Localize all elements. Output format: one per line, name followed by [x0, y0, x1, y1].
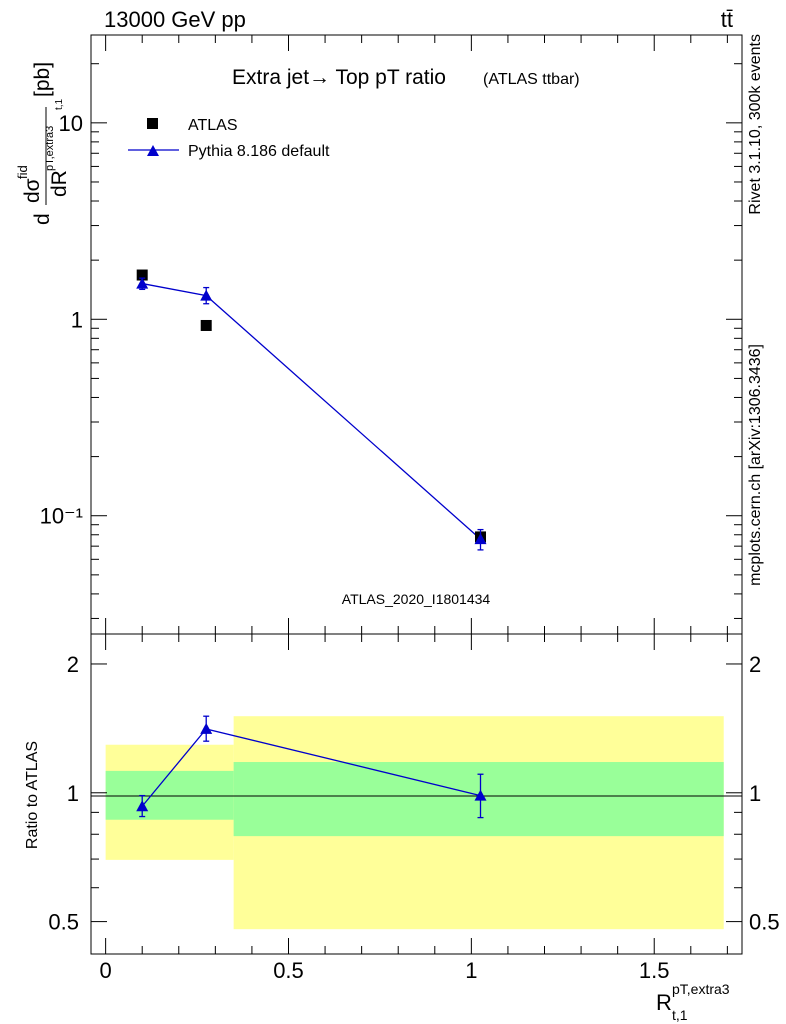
ratio-frame	[90, 633, 743, 955]
ratio-panel: 2 2 1 1 0.5 0.5 0 0.5 1 1.5 Ratio to ATLAS R pT,e…	[24, 633, 780, 1023]
series-line-pythia	[142, 282, 481, 540]
ratio-ytick-label-right: 0.5	[749, 910, 780, 935]
data-point-pythia	[474, 533, 487, 545]
rivet-label: Rivet 3.1.10, 300k events	[747, 34, 764, 215]
legend-label-pythia: Pythia 8.186 default	[188, 143, 330, 160]
svg-text:dR: dR	[48, 170, 71, 197]
svg-text:fid: fid	[15, 165, 30, 179]
legend-marker-pythia	[147, 145, 159, 156]
ratio-ytick-label-right: 1	[749, 781, 761, 806]
x-axis-label-sub: t,1	[672, 1007, 688, 1023]
x-axis-label-main: R	[656, 990, 672, 1015]
ratio-ytick-label: 0.5	[48, 910, 79, 935]
data-point-pythia	[200, 289, 213, 301]
main-panel: 10 1 10⁻¹ Extra jet→ Top pT ratio (ATLAS t…	[15, 34, 743, 635]
svg-text:dσ: dσ	[21, 178, 44, 203]
legend: ATLAS Pythia 8.186 default	[128, 117, 330, 160]
ratio-point-pythia	[136, 800, 149, 812]
xtick-label: 0	[100, 958, 112, 983]
energy-label: 13000 GeV pp	[104, 7, 246, 32]
svg-text:pT,extra3: pT,extra3	[44, 126, 56, 171]
analysis-label: ATLAS_2020_I1801434	[342, 591, 491, 607]
data-point-atlas	[200, 319, 212, 331]
chart-title: Extra jet→ Top pT ratio	[232, 66, 446, 89]
xtick-label: 1	[465, 958, 477, 983]
svg-text:d: d	[31, 213, 54, 225]
main-ytick-label: 10	[59, 111, 83, 136]
svg-text:t,1: t,1	[54, 98, 65, 110]
xtick-label: 0.5	[273, 958, 304, 983]
process-label: tt̄	[721, 7, 733, 32]
svg-text:[pb]: [pb]	[31, 62, 54, 97]
main-ylabel: d dσ fid dR pT,extra3 t,1 [pb]	[15, 62, 71, 225]
mcplots-label: mcplots.cern.ch [arXiv:1306.3436]	[747, 344, 764, 586]
chart-title-tag: (ATLAS ttbar)	[483, 71, 580, 88]
data-point-pythia	[136, 277, 149, 289]
main-ytick-label: 10⁻¹	[40, 504, 83, 529]
ratio-ylabel: Ratio to ATLAS	[24, 741, 41, 849]
main-ytick-label: 1	[71, 307, 83, 332]
legend-label-atlas: ATLAS	[188, 117, 238, 134]
xtick-label: 1.5	[639, 958, 670, 983]
ratio-ytick-label-right: 2	[749, 652, 761, 677]
uncertainty-band-inner	[105, 770, 234, 820]
ratio-point-pythia	[474, 789, 487, 801]
data-point-atlas	[136, 269, 148, 281]
x-axis-label-sup: pT,extra3	[672, 981, 730, 997]
ratio-point-pythia	[200, 722, 213, 734]
legend-marker-atlas	[147, 118, 158, 129]
ratio-ytick-label: 2	[67, 652, 79, 677]
ratio-ytick-label: 1	[67, 781, 79, 806]
x-axis-label: R pT,extra3 t,1	[656, 981, 730, 1023]
